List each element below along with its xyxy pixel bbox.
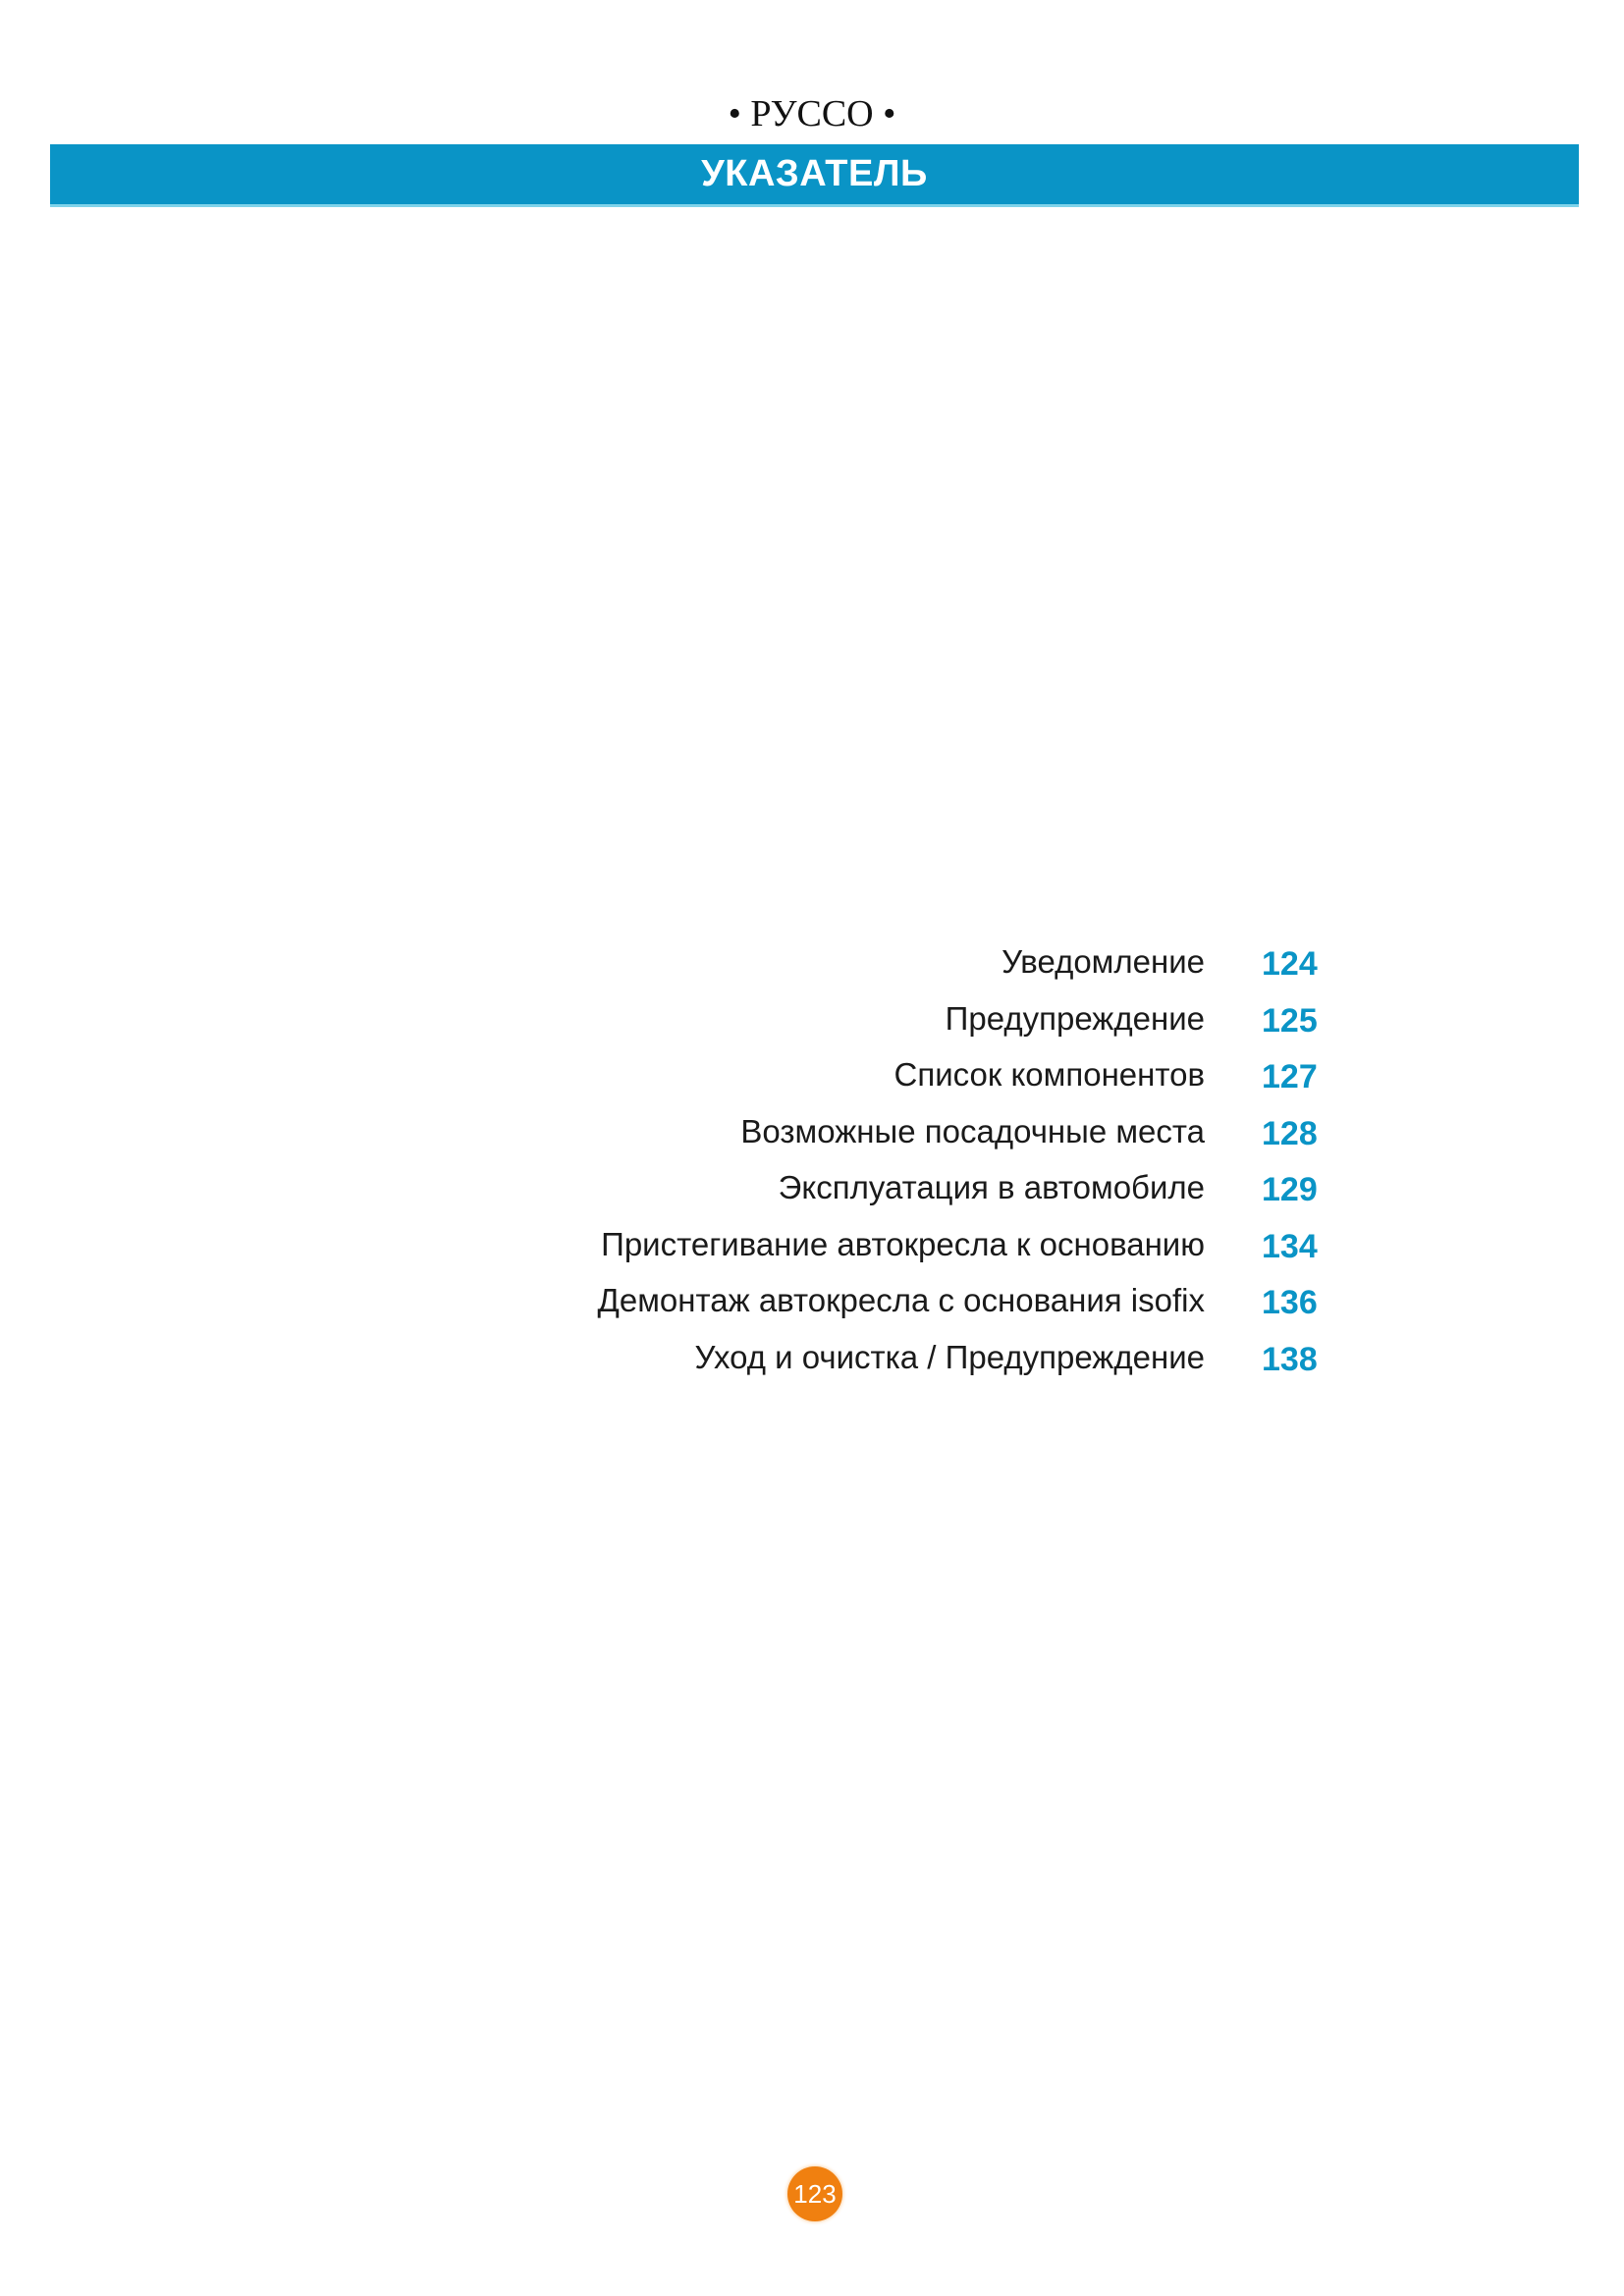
toc-entry-page: 138 [1262, 1340, 1318, 1378]
toc-entry[interactable]: Предупреждение 125 [0, 994, 1624, 1051]
toc-entry-page: 129 [1262, 1171, 1318, 1208]
title-banner: УКАЗАТЕЛЬ [50, 144, 1579, 207]
table-of-contents: Уведомление 124 Предупреждение 125 Список … [0, 937, 1624, 1389]
toc-entry-page: 124 [1262, 945, 1318, 983]
toc-entry[interactable]: Уход и очистка / Предупреждение 138 [0, 1333, 1624, 1390]
toc-entry[interactable]: Демонтаж автокресла с основания isofix 13… [0, 1276, 1624, 1333]
toc-entry-label: Уведомление [1001, 943, 1205, 980]
toc-entry-label: Список компонентов [893, 1056, 1205, 1093]
toc-entry[interactable]: Эксплуатация в автомобиле 129 [0, 1163, 1624, 1220]
toc-entry-page: 128 [1262, 1114, 1318, 1152]
toc-entry[interactable]: Список компонентов 127 [0, 1050, 1624, 1107]
language-label: • РУССО • [728, 93, 896, 134]
toc-entry-label: Предупреждение [945, 999, 1205, 1037]
page-number-badge: 123 [787, 2166, 842, 2221]
toc-entry[interactable]: Возможные посадочные места 128 [0, 1107, 1624, 1164]
toc-entry[interactable]: Пристегивание автокресла к основанию 134 [0, 1220, 1624, 1277]
toc-entry-page: 125 [1262, 1001, 1318, 1040]
page-title: УКАЗАТЕЛЬ [701, 153, 928, 194]
toc-entry[interactable]: Уведомление 124 [0, 937, 1624, 994]
toc-entry-page: 136 [1262, 1284, 1318, 1321]
toc-entry-page: 134 [1262, 1227, 1318, 1265]
toc-entry-label: Демонтаж автокресла с основания isofix [597, 1282, 1205, 1318]
toc-entry-label: Уход и очистка / Предупреждение [694, 1338, 1205, 1375]
toc-entry-label: Эксплуатация в автомобиле [778, 1169, 1205, 1205]
toc-entry-page: 127 [1262, 1058, 1318, 1095]
toc-entry-label: Возможные посадочные места [740, 1112, 1205, 1149]
toc-entry-label: Пристегивание автокресла к основанию [601, 1225, 1205, 1262]
